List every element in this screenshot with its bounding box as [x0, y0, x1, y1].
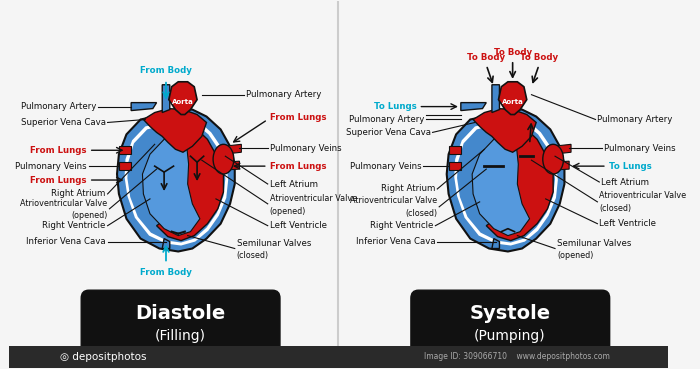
Text: (Pumping): (Pumping) — [474, 329, 545, 343]
Text: Left Atrium: Left Atrium — [601, 177, 649, 186]
Text: Semilunar Valves: Semilunar Valves — [237, 239, 311, 248]
Polygon shape — [157, 123, 223, 241]
Text: (Filling): (Filling) — [155, 329, 206, 343]
Polygon shape — [117, 110, 234, 252]
Text: Pulmonary Veins: Pulmonary Veins — [15, 162, 87, 170]
Polygon shape — [144, 108, 206, 152]
Text: (closed): (closed) — [237, 251, 269, 260]
FancyBboxPatch shape — [411, 290, 610, 361]
Polygon shape — [142, 134, 200, 236]
Text: Superior Vena Cava: Superior Vena Cava — [21, 118, 106, 127]
Polygon shape — [454, 115, 558, 245]
Text: Systole: Systole — [469, 304, 550, 323]
Text: Pulmonary Artery: Pulmonary Artery — [597, 115, 673, 124]
Text: (closed): (closed) — [599, 204, 631, 213]
Text: From Body: From Body — [140, 268, 192, 277]
Text: Pulmonary Artery: Pulmonary Artery — [349, 115, 424, 124]
Text: ◎ depositphotos: ◎ depositphotos — [60, 352, 147, 362]
Text: Right Atrium: Right Atrium — [51, 189, 106, 199]
Polygon shape — [498, 82, 527, 114]
Polygon shape — [223, 144, 242, 154]
Text: (opened): (opened) — [270, 207, 306, 216]
Polygon shape — [447, 110, 564, 252]
Text: Pulmonary Artery: Pulmonary Artery — [246, 90, 321, 99]
Text: From Lungs: From Lungs — [270, 113, 326, 122]
Polygon shape — [162, 85, 170, 113]
Text: (opened): (opened) — [557, 251, 594, 260]
Text: Pulmonary Veins: Pulmonary Veins — [270, 144, 341, 153]
Polygon shape — [131, 103, 157, 111]
Text: To Body: To Body — [494, 48, 532, 57]
Text: Right Atrium: Right Atrium — [381, 184, 435, 193]
Text: Aorta: Aorta — [172, 99, 194, 105]
Polygon shape — [553, 161, 569, 170]
Polygon shape — [125, 115, 228, 245]
Polygon shape — [472, 134, 530, 236]
Polygon shape — [449, 162, 461, 170]
Text: To Body: To Body — [467, 53, 505, 62]
Ellipse shape — [213, 144, 234, 174]
Polygon shape — [162, 239, 170, 248]
Text: Atrioventricular Valve: Atrioventricular Valve — [270, 194, 357, 203]
Text: Atrioventricular Valve: Atrioventricular Valve — [599, 192, 687, 200]
FancyBboxPatch shape — [8, 346, 668, 368]
Text: Diastole: Diastole — [135, 304, 225, 323]
Text: Left Atrium: Left Atrium — [270, 179, 318, 189]
Polygon shape — [461, 103, 486, 111]
Text: Right Ventricle: Right Ventricle — [370, 221, 433, 230]
Text: Inferior Vena Cava: Inferior Vena Cava — [356, 237, 435, 246]
Text: From Body: From Body — [140, 66, 192, 75]
Polygon shape — [492, 85, 500, 113]
Polygon shape — [457, 118, 555, 242]
Text: Superior Vena Cava: Superior Vena Cava — [346, 128, 430, 137]
Text: Semilunar Valves: Semilunar Valves — [557, 239, 631, 248]
Polygon shape — [553, 144, 571, 154]
Polygon shape — [473, 108, 536, 152]
Text: Right Ventricle: Right Ventricle — [42, 221, 106, 230]
Text: Atrioventricular Valve: Atrioventricular Valve — [20, 199, 108, 208]
Text: Atrioventricular Valve: Atrioventricular Valve — [350, 196, 438, 206]
Text: To Lungs: To Lungs — [609, 162, 652, 170]
Text: From Lungs: From Lungs — [270, 162, 326, 170]
Polygon shape — [119, 146, 131, 154]
Polygon shape — [119, 162, 131, 170]
FancyBboxPatch shape — [81, 290, 280, 361]
Ellipse shape — [542, 144, 564, 174]
Text: From Lungs: From Lungs — [30, 146, 87, 155]
Text: From Lungs: From Lungs — [30, 176, 87, 184]
Text: (closed): (closed) — [405, 209, 438, 218]
Text: Left Ventricle: Left Ventricle — [270, 221, 327, 230]
Text: Left Ventricle: Left Ventricle — [599, 219, 657, 228]
Polygon shape — [449, 146, 461, 154]
Polygon shape — [492, 239, 500, 248]
Text: Aorta: Aorta — [502, 99, 524, 105]
Text: Image ID: 309066710    www.depositphotos.com: Image ID: 309066710 www.depositphotos.co… — [424, 352, 610, 361]
Text: Pulmonary Veins: Pulmonary Veins — [349, 162, 421, 170]
Text: Inferior Vena Cava: Inferior Vena Cava — [26, 237, 106, 246]
Polygon shape — [169, 82, 197, 114]
Text: To Body: To Body — [520, 53, 558, 62]
Polygon shape — [486, 123, 553, 241]
Text: (opened): (opened) — [71, 211, 108, 220]
Polygon shape — [223, 161, 239, 170]
Polygon shape — [127, 118, 225, 242]
Text: To Lungs: To Lungs — [374, 102, 416, 111]
Text: Pulmonary Artery: Pulmonary Artery — [21, 102, 97, 111]
Text: Pulmonary Veins: Pulmonary Veins — [604, 144, 676, 153]
